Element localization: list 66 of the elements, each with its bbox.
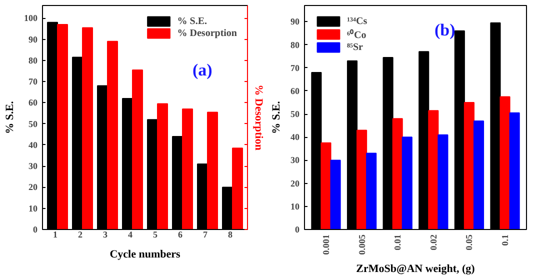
y-tick-label: 100 (24, 13, 38, 24)
x-tick-label: 8 (228, 230, 233, 240)
y-tick-label: 80 (28, 55, 38, 66)
y-tick-label: 40 (290, 132, 300, 142)
bar (500, 96, 510, 230)
y-tick-label: 50 (290, 109, 300, 120)
bar (207, 112, 218, 230)
y-tick-label: 20 (28, 182, 38, 192)
x-tick-label: 7 (203, 230, 208, 240)
y-tick-label: 0 (295, 224, 300, 234)
legend-label: % Desorption (177, 27, 237, 39)
x-tick-label: 6 (178, 230, 183, 240)
y-tick-label: 20 (290, 178, 300, 188)
x-tick-label: 0.001 (320, 234, 331, 255)
y-tick-label: 10 (28, 203, 38, 214)
x-tick-label: 0.02 (428, 234, 438, 250)
y-tick-label: 40 (28, 140, 38, 150)
bar (82, 27, 93, 230)
x-tick-label: 0.005 (356, 234, 367, 255)
bar (509, 112, 520, 230)
y-tick-label: 90 (28, 34, 38, 44)
x-tick-label: 2 (78, 230, 83, 240)
bar (132, 69, 143, 230)
y2-axis-title: % Desorption (252, 84, 264, 150)
x-tick-label: 1 (53, 230, 58, 240)
y-axis-title: % S.E. (4, 100, 16, 134)
bar (428, 110, 439, 230)
bar (157, 103, 168, 230)
y-tick-label: 10 (290, 201, 300, 212)
bar (57, 24, 68, 230)
bar (320, 142, 332, 230)
annotation: (b) (434, 20, 456, 40)
x-tick-label: 0.01 (392, 234, 403, 250)
y-tick-label: 30 (290, 155, 300, 166)
annotation: (a) (192, 60, 212, 80)
bar (402, 136, 412, 230)
y-tick-label: 70 (28, 76, 38, 87)
y-tick-label: 0 (33, 224, 38, 234)
y-tick-label: 80 (290, 40, 300, 50)
y-tick-label: 90 (290, 16, 300, 27)
x-tick-label: 0.05 (464, 234, 474, 250)
bar (366, 152, 377, 230)
legend-label: ¹³⁴Cs (347, 15, 368, 27)
y-tick-label: 50 (28, 118, 38, 129)
bar (438, 134, 448, 230)
bar (182, 108, 193, 230)
x-axis-title: Cycle numbers (110, 248, 182, 260)
bar (330, 160, 341, 230)
x-tick-label: 5 (153, 230, 158, 240)
y-tick-label: 30 (28, 161, 38, 172)
bar (464, 102, 474, 230)
bar (473, 120, 484, 230)
y-tick-label: 60 (28, 98, 38, 108)
bar (107, 40, 118, 230)
y-tick-label: 60 (290, 86, 300, 96)
bar (392, 118, 403, 230)
x-tick-label: 0.1 (500, 234, 510, 246)
x-tick-label: 3 (103, 230, 108, 240)
bar (356, 130, 368, 230)
legend-label: % S.E. (177, 15, 207, 27)
x-axis-title: ZrMoSb@AN weight, (g) (356, 262, 476, 275)
x-tick-label: 4 (128, 230, 133, 240)
legend-label: ⁸⁵Sr (347, 41, 364, 53)
legend-label: ⁶⁰Co (347, 28, 367, 41)
y-axis-title: % S.E. (270, 100, 282, 134)
y-tick-label: 70 (290, 62, 300, 73)
